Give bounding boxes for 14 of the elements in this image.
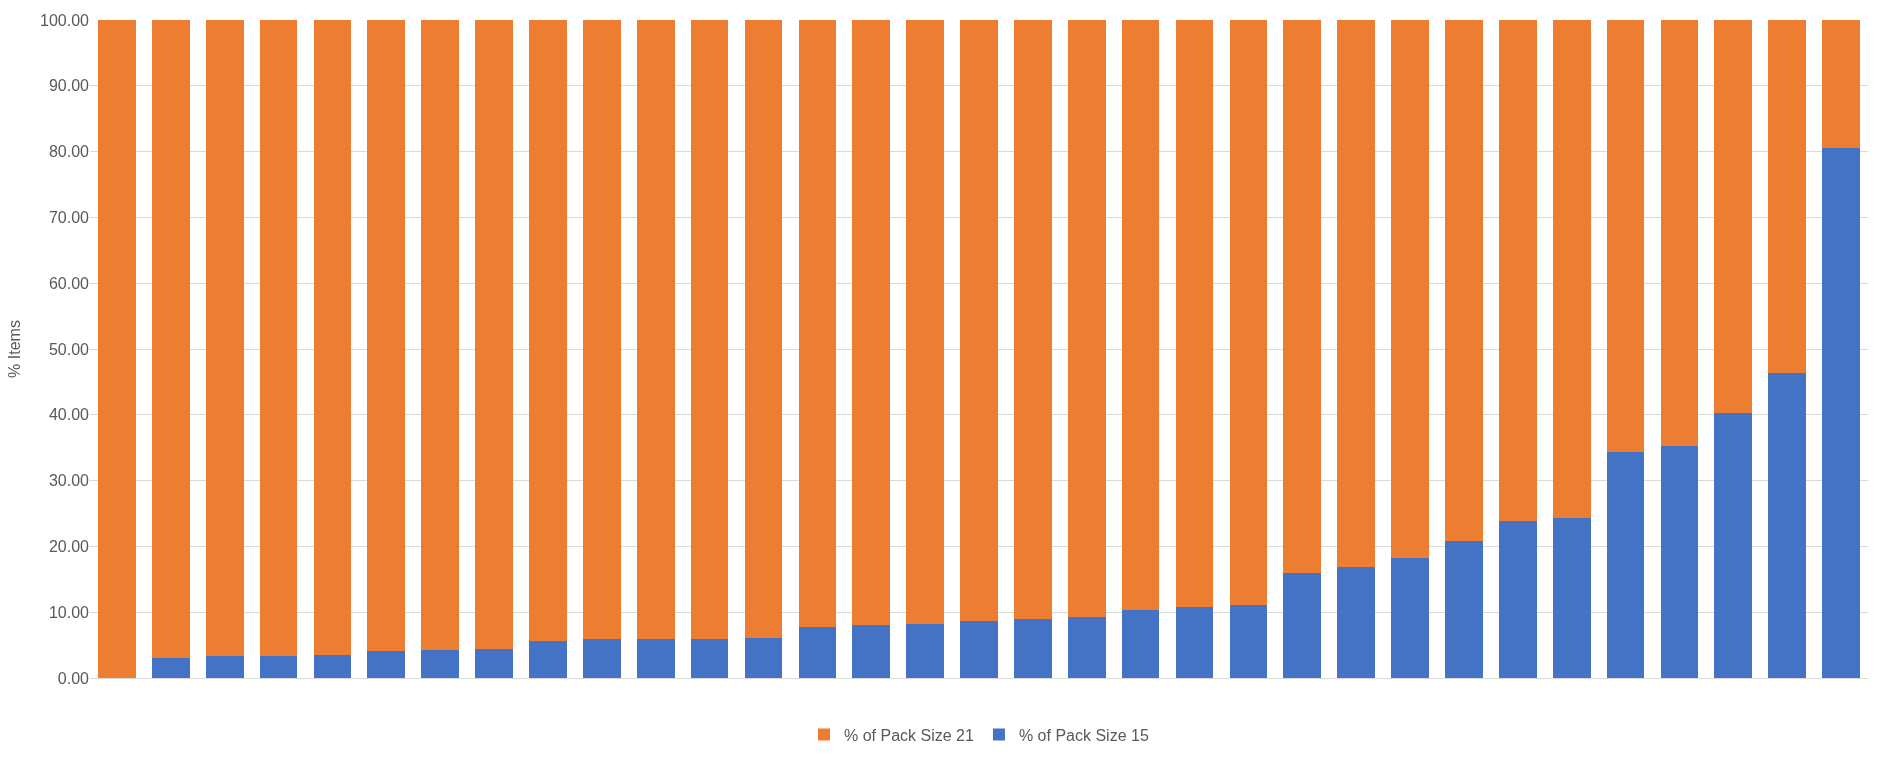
y-tick-label: 100.00: [40, 11, 90, 29]
y-tick-label: 80.00: [48, 143, 90, 161]
y-tick-label: 60.00: [48, 274, 90, 292]
y-tick-label: 50.00: [48, 340, 90, 358]
y-tick-label: 90.00: [48, 77, 90, 95]
legend-label: % of Pack Size 15: [1018, 726, 1149, 744]
y-axis-title: % Items: [5, 320, 23, 378]
y-tick-label: 0.00: [57, 669, 90, 687]
y-tick-label: 20.00: [48, 538, 90, 555]
y-tick-label: 40.00: [48, 406, 90, 424]
legend-label: % of Pack Size 21: [844, 726, 974, 744]
y-tick-label: 30.00: [48, 472, 90, 490]
y-tick-label: 10.00: [48, 603, 90, 621]
y-tick-label: 70.00: [48, 209, 90, 226]
